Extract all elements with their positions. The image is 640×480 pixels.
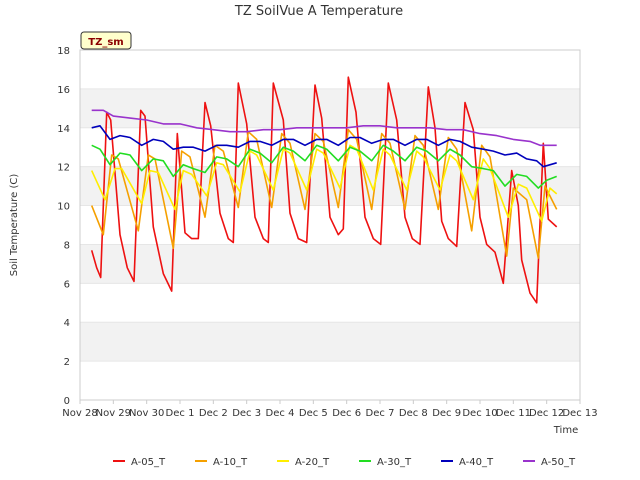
y-tick-label: 18 bbox=[57, 46, 70, 57]
grid-band bbox=[80, 322, 580, 362]
y-axis-ticks: 0 2 4 6 8 10 12 14 16 18 bbox=[57, 46, 70, 407]
y-tick-label: 14 bbox=[57, 124, 70, 135]
x-tick-label: Dec 10 bbox=[462, 408, 497, 419]
x-tick-label: Dec 13 bbox=[562, 408, 597, 419]
y-tick-label: 6 bbox=[64, 279, 70, 290]
series-lines bbox=[90, 76, 558, 304]
legend-label: A-40_T bbox=[459, 457, 494, 468]
x-tick-label: Dec 1 bbox=[166, 408, 195, 419]
y-tick-label: 10 bbox=[57, 202, 70, 213]
site-badge-label: TZ_sm bbox=[88, 37, 123, 48]
y-axis-label: Soil Temperature (C) bbox=[9, 174, 20, 277]
x-tick-label: Dec 11 bbox=[496, 408, 531, 419]
series-line-a-10-t bbox=[90, 128, 558, 259]
legend-label: A-50_T bbox=[541, 457, 576, 468]
x-tick-label: Nov 28 bbox=[62, 408, 97, 419]
x-axis-label: Time bbox=[553, 425, 578, 436]
series-line-a-50-t bbox=[91, 109, 557, 147]
y-tick-label: 8 bbox=[64, 240, 70, 251]
x-tick-label: Nov 29 bbox=[96, 408, 131, 419]
legend-label: A-20_T bbox=[295, 457, 330, 468]
x-tick-label: Dec 6 bbox=[332, 408, 361, 419]
y-tick-label: 2 bbox=[64, 357, 70, 368]
series-line-a-30-t bbox=[91, 144, 557, 189]
y-tick-label: 0 bbox=[64, 396, 70, 407]
legend-label: A-10_T bbox=[213, 457, 248, 468]
x-tick-label: Dec 8 bbox=[399, 408, 428, 419]
x-tick-label: Dec 2 bbox=[199, 408, 228, 419]
legend: A-05_T A-10_T A-20_T A-30_T A-40_T A-50_T bbox=[113, 457, 576, 468]
y-tick-label: 16 bbox=[57, 85, 70, 96]
x-tick-label: Dec 9 bbox=[432, 408, 461, 419]
x-tick-label: Dec 5 bbox=[299, 408, 328, 419]
x-tick-label: Dec 4 bbox=[266, 408, 295, 419]
y-tick-label: 4 bbox=[64, 318, 70, 329]
x-tick-label: Dec 7 bbox=[366, 408, 395, 419]
legend-label: A-05_T bbox=[131, 457, 166, 468]
site-badge: TZ_sm bbox=[80, 31, 132, 50]
x-tick-label: Dec 3 bbox=[232, 408, 261, 419]
legend-label: A-30_T bbox=[377, 457, 412, 468]
y-tick-label: 12 bbox=[57, 163, 70, 174]
x-tick-label: Dec 12 bbox=[529, 408, 564, 419]
chart-title: TZ SoilVue A Temperature bbox=[234, 4, 403, 19]
series-line-a-05-t bbox=[90, 76, 558, 304]
grid-band bbox=[80, 244, 580, 284]
grid-band bbox=[80, 88, 580, 128]
series-line-a-40-t bbox=[91, 125, 557, 168]
x-tick-label: Nov 30 bbox=[129, 408, 164, 419]
plot-area bbox=[79, 49, 581, 401]
series-line-a-20-t bbox=[90, 144, 558, 222]
